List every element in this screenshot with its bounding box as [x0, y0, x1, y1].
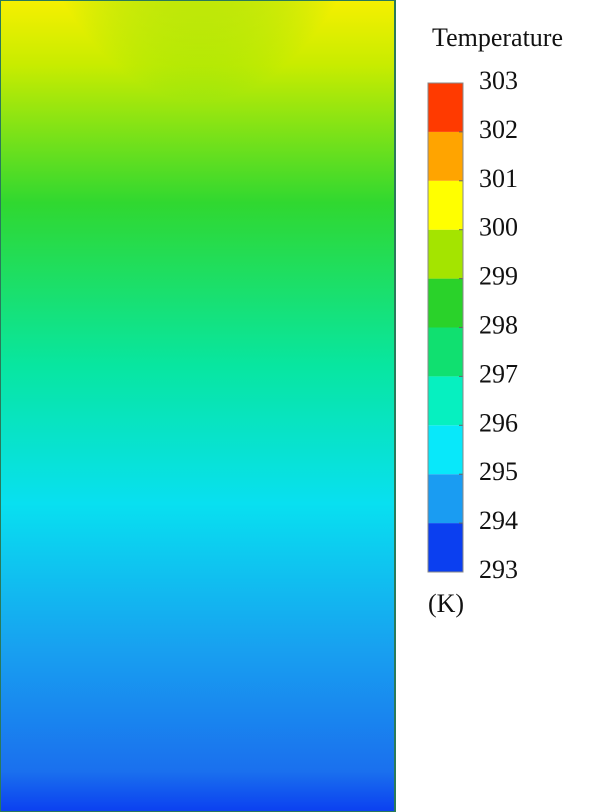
colorbar-frame — [427, 82, 464, 573]
colorbar-tick-label: 297 — [479, 359, 518, 388]
unit-label: (K) — [428, 589, 464, 618]
colorbar-band — [428, 425, 463, 475]
colorbar-band — [428, 278, 463, 328]
colorbar-tick-label: 294 — [479, 506, 518, 535]
colorbar-band — [428, 131, 463, 181]
colorbar-tick-label: 299 — [479, 262, 518, 291]
colorbar-tick-label: 293 — [479, 555, 518, 584]
colorbar-tick-label: 301 — [479, 164, 518, 193]
colorbar-band — [428, 523, 463, 572]
colorbar-band — [428, 474, 463, 524]
colorbar-band — [428, 327, 463, 377]
colorbar-tick-label: 296 — [479, 408, 518, 437]
colorbar-tick-label: 303 — [479, 66, 518, 95]
field-border — [0, 0, 396, 812]
hot-zone — [0, 0, 400, 470]
colorbar-tick-label: 298 — [479, 310, 518, 339]
colorbar-band — [428, 180, 463, 230]
colorbar-tick-label: 295 — [479, 457, 518, 486]
colorbar-band — [428, 83, 463, 132]
colorbar-tick-label: 300 — [479, 213, 518, 242]
contour-field — [0, 0, 400, 812]
colorbar-band — [428, 376, 463, 426]
colorbar-tick-label: 302 — [479, 115, 518, 144]
colorbar-band — [428, 229, 463, 279]
legend-title: Temperature — [432, 23, 563, 52]
